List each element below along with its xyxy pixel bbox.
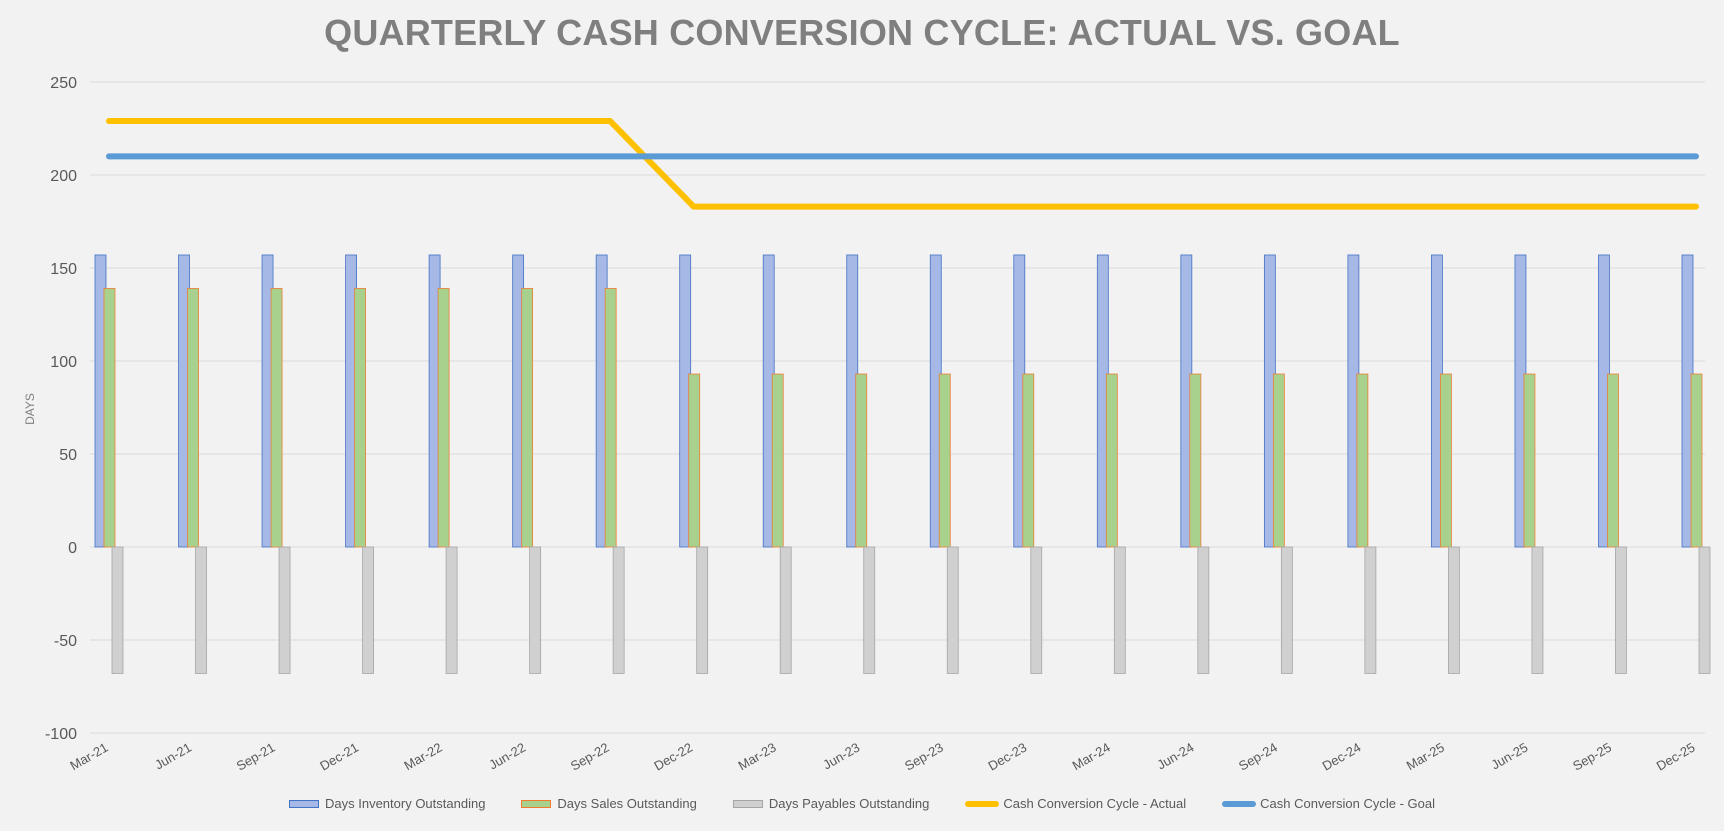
x-tick-label: Jun-21	[152, 740, 194, 773]
x-tick-label: Jun-25	[1489, 740, 1531, 773]
bar-days-sales-outstanding-1	[187, 288, 199, 548]
y-tick-label: 100	[50, 354, 77, 371]
bar-days-sales-outstanding-14	[1272, 373, 1285, 548]
bar-days-sales-outstanding-7	[688, 373, 701, 548]
x-tick-label: Dec-25	[1654, 740, 1698, 774]
legend-swatch	[732, 799, 763, 808]
x-tick-label: Dec-23	[985, 740, 1029, 774]
chart-title: QUARTERLY CASH CONVERSION CYCLE: ACTUAL …	[324, 12, 1400, 53]
legend-label: Cash Conversion Cycle - Actual	[1003, 796, 1187, 811]
y-tick-label: 150	[50, 261, 77, 278]
bar-days-sales-outstanding-0	[103, 288, 116, 548]
legend-item: Days Payables Outstanding	[732, 796, 930, 811]
y-tick-label: 50	[59, 447, 77, 464]
bar-days-sales-outstanding-12	[1105, 373, 1118, 548]
bar-days-sales-outstanding-16	[1440, 373, 1452, 548]
x-tick-label: Jun-22	[486, 740, 528, 773]
y-axis-title: DAYS	[23, 393, 37, 425]
bar-days-payables-outstanding-1	[195, 546, 207, 674]
bar-days-payables-outstanding-8	[779, 546, 792, 674]
legend-label: Days Payables Outstanding	[768, 796, 930, 811]
legend-item: Days Sales Outstanding	[521, 796, 697, 811]
bar-days-sales-outstanding-10	[938, 373, 951, 548]
bar-days-payables-outstanding-0	[111, 546, 124, 674]
bar-days-payables-outstanding-10	[946, 546, 959, 674]
y-tick-label: 200	[50, 168, 77, 185]
bar-days-sales-outstanding-11	[1022, 373, 1035, 548]
x-tick-label: Sep-21	[234, 740, 278, 774]
bar-days-sales-outstanding-9	[855, 373, 868, 548]
legend-swatch	[1222, 800, 1257, 807]
bar-days-sales-outstanding-5	[521, 288, 534, 548]
x-tick-label: Dec-22	[651, 740, 695, 774]
bar-days-payables-outstanding-16	[1448, 546, 1460, 674]
legend-item: Days Inventory Outstanding	[289, 796, 485, 811]
bar-days-payables-outstanding-13	[1197, 546, 1210, 674]
y-tick-label: 0	[68, 540, 77, 557]
bar-days-payables-outstanding-4	[445, 546, 458, 674]
legend-swatch	[289, 799, 319, 808]
x-tick-label: Sep-22	[568, 740, 612, 774]
bar-days-sales-outstanding-19	[1690, 373, 1703, 548]
bar-days-payables-outstanding-9	[863, 546, 876, 674]
legend-label: Cash Conversion Cycle - Goal	[1260, 796, 1435, 811]
legend-swatch	[521, 799, 552, 808]
x-tick-label: Sep-25	[1570, 740, 1614, 774]
y-tick-label: -50	[54, 633, 77, 650]
bar-days-payables-outstanding-2	[278, 546, 291, 674]
bar-days-sales-outstanding-15	[1356, 373, 1369, 548]
bar-days-payables-outstanding-3	[362, 546, 374, 674]
bar-days-sales-outstanding-2	[270, 288, 283, 548]
x-tick-label: Mar-22	[401, 740, 444, 774]
y-tick-label: 250	[50, 75, 77, 92]
bar-days-sales-outstanding-18	[1607, 373, 1619, 548]
bar-days-sales-outstanding-6	[604, 288, 617, 548]
bar-days-payables-outstanding-11	[1030, 546, 1043, 674]
bars-layer	[94, 254, 1711, 674]
legend-label: Days Inventory Outstanding	[325, 796, 486, 811]
bar-days-sales-outstanding-4	[437, 288, 450, 548]
bar-days-payables-outstanding-5	[529, 546, 542, 674]
lines-layer	[106, 118, 1699, 210]
bar-days-payables-outstanding-14	[1280, 546, 1293, 674]
x-tick-label: Sep-24	[1236, 740, 1280, 774]
y-tick-label: -100	[45, 726, 77, 743]
x-tick-label: Mar-23	[736, 740, 779, 774]
x-tick-label: Mar-24	[1070, 740, 1113, 774]
bar-days-sales-outstanding-13	[1189, 373, 1202, 548]
bar-days-payables-outstanding-12	[1113, 546, 1126, 674]
x-tick-label: Dec-21	[317, 740, 361, 774]
x-tick-label: Jun-23	[820, 740, 862, 773]
chart-legend: Days Inventory Outstanding Days Sales Out…	[0, 796, 1724, 811]
line-cash-conversion-cycle-actual	[106, 118, 1699, 210]
grid-layer	[90, 81, 1705, 734]
bar-days-payables-outstanding-19	[1698, 546, 1711, 674]
x-tick-label: Mar-21	[67, 740, 110, 774]
bar-days-payables-outstanding-6	[612, 546, 625, 674]
bar-days-payables-outstanding-15	[1364, 546, 1377, 674]
legend-item: Cash Conversion Cycle - Goal	[1222, 796, 1435, 811]
bar-days-payables-outstanding-18	[1615, 546, 1627, 674]
bar-days-payables-outstanding-7	[696, 546, 709, 674]
bar-days-sales-outstanding-8	[771, 373, 784, 548]
bar-days-sales-outstanding-3	[354, 288, 366, 548]
legend-label: Days Sales Outstanding	[557, 796, 697, 811]
x-tick-label: Jun-24	[1154, 740, 1196, 773]
bar-days-payables-outstanding-17	[1531, 546, 1544, 674]
legend-swatch	[965, 800, 1000, 807]
x-tick-label: Dec-24	[1320, 740, 1364, 774]
bar-days-sales-outstanding-17	[1523, 373, 1536, 548]
x-tick-label: Sep-23	[902, 740, 946, 774]
x-tick-label: Mar-25	[1404, 740, 1447, 774]
legend-item: Cash Conversion Cycle - Actual	[965, 796, 1186, 811]
